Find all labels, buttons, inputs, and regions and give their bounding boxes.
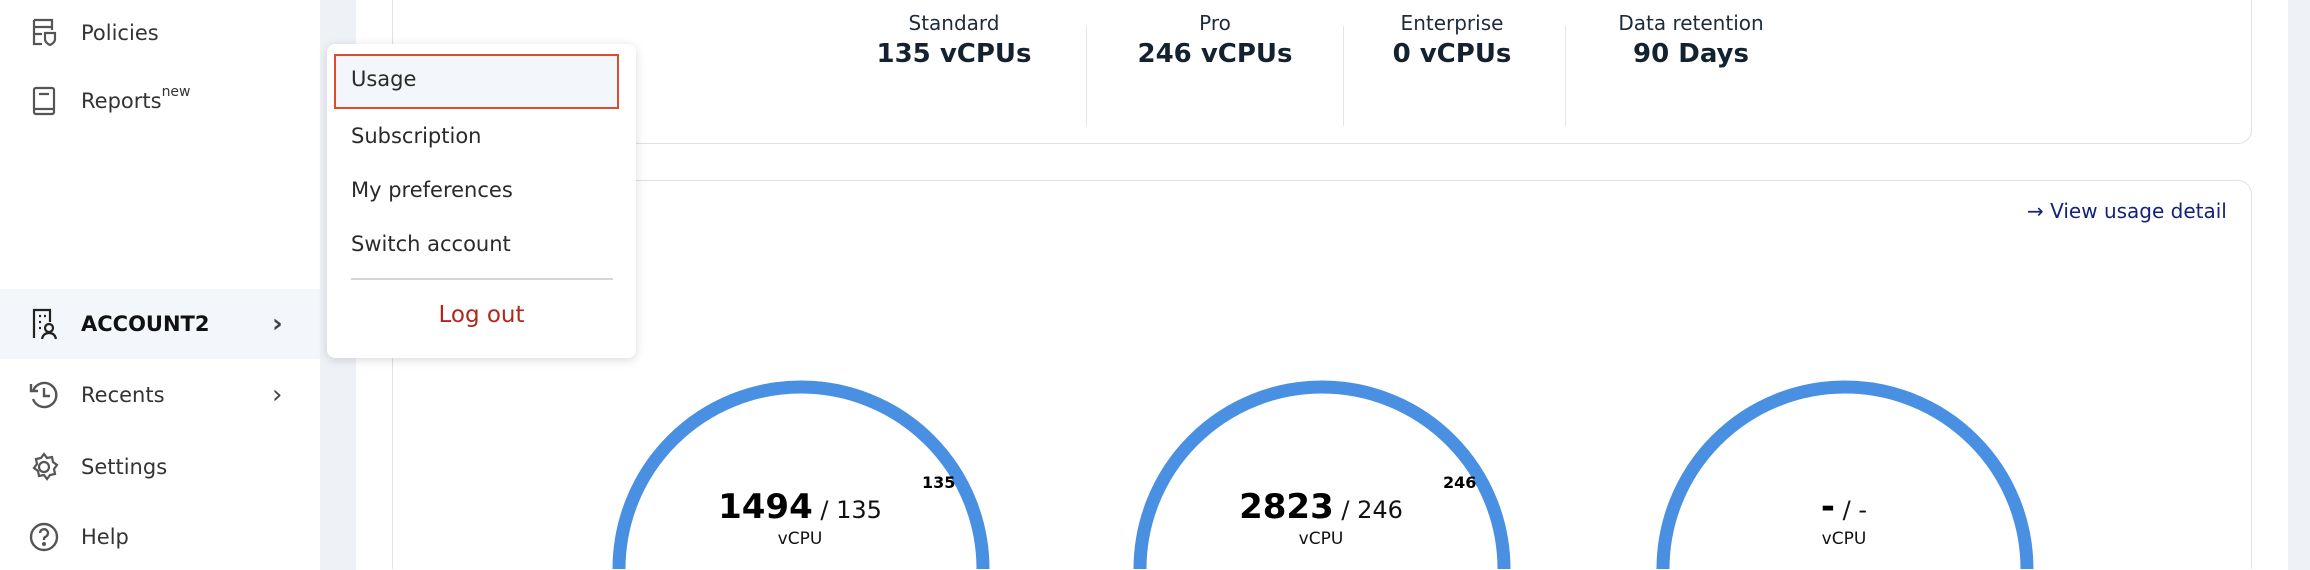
gauge-value: 2823 / 246 vCPU [1239, 487, 1403, 549]
usage-card [392, 180, 2252, 569]
sidebar-item-label: Recents [81, 383, 165, 407]
gauge-limit-value: 135 [836, 496, 882, 524]
plan-summary-card: Standard 135 vCPUs Pro 246 vCPUs Enterpris… [392, 0, 2252, 144]
menu-item-my-preferences[interactable]: My preferences [351, 178, 513, 202]
sidebar: Policies Reportsnew ACCOUNT2 › Recents ›… [0, 0, 320, 570]
gauge-ratio: 2823 / 246 [1239, 487, 1403, 527]
account-menu: Usage Subscription My preferences Switch… [327, 44, 636, 358]
divider [1086, 26, 1087, 126]
gauge-used: - [1820, 487, 1836, 527]
policy-shield-icon [28, 17, 60, 49]
sidebar-item-account[interactable]: ACCOUNT2 › [0, 289, 320, 359]
plan-label: Data retention [1618, 11, 1764, 35]
gauge-ratio: - / - [1821, 487, 1867, 527]
book-icon [28, 85, 60, 117]
gauge-limit-value: 246 [1357, 496, 1403, 524]
gauge-ring [1133, 380, 1511, 569]
sidebar-item-label: Reports [81, 89, 162, 113]
gauge-ratio: 1494 / 135 [718, 487, 882, 527]
divider [1343, 26, 1344, 126]
plan-data-retention: Data retention 90 Days [1618, 11, 1763, 69]
menu-divider [351, 278, 613, 280]
usage-gauges [612, 380, 2034, 569]
plan-label: Standard [908, 11, 1000, 35]
right-gutter [2288, 0, 2310, 570]
menu-item-switch-account[interactable]: Switch account [351, 232, 511, 256]
gauge-limit: / - [1835, 496, 1868, 524]
gauge-ring [1656, 380, 2034, 569]
gauge-used: 2823 [1239, 487, 1334, 527]
history-icon [28, 379, 60, 411]
sidebar-item-label: Policies [81, 21, 159, 45]
sidebar-item-label: Settings [81, 455, 168, 479]
gauge-unit: vCPU [777, 529, 823, 549]
view-usage-detail-link[interactable]: → View usage detail [2027, 199, 2227, 225]
gauge-limit-value: - [1858, 496, 1868, 524]
divider [1565, 26, 1566, 126]
plan-value: 0 vCPUs [1392, 39, 1512, 69]
gauge-value: 1494 / 135 vCPU [718, 487, 882, 549]
account-building-icon [28, 308, 60, 340]
plan-label: Pro [1199, 11, 1231, 35]
plan-standard: Standard 135 vCPUs [877, 11, 1032, 69]
logout-button[interactable]: Log out [438, 302, 525, 328]
plan-value: 246 vCPUs [1137, 39, 1293, 69]
sidebar-item-reports[interactable]: Reportsnew [0, 68, 320, 134]
gauge-limit: / 135 [812, 496, 882, 524]
gauge-ring [612, 380, 990, 569]
link-label: View usage detail [2050, 199, 2227, 223]
gauge-unit: vCPU [1298, 529, 1344, 549]
gauge-unit: vCPU [1821, 529, 1867, 549]
sidebar-item-recents[interactable]: Recents › [0, 362, 320, 428]
gauge-cap-label: 246 [1443, 473, 1477, 492]
plan-label: Enterprise [1400, 11, 1504, 35]
sidebar-item-help[interactable]: Help [0, 504, 320, 570]
gauge-value: - / - vCPU [1821, 487, 1867, 549]
gauge-cap-label: 135 [922, 473, 956, 492]
new-badge: new [161, 84, 191, 100]
chevron-right-icon: › [272, 380, 283, 410]
sidebar-item-settings[interactable]: Settings [0, 434, 320, 500]
menu-item-usage[interactable]: Usage [351, 67, 417, 91]
sidebar-item-policies[interactable]: Policies [0, 0, 320, 66]
gear-icon [28, 451, 60, 483]
usage-highlight [334, 54, 619, 109]
sidebar-item-label: ACCOUNT2 [81, 312, 210, 336]
plan-pro: Pro 246 vCPUs [1138, 11, 1293, 69]
plan-value: 135 vCPUs [876, 39, 1032, 69]
arrow-right-icon: → [2027, 199, 2044, 223]
sidebar-item-label: Help [81, 525, 129, 549]
help-circle-icon [28, 521, 60, 553]
chevron-right-icon: › [272, 309, 283, 339]
gauge-used: 1494 [718, 487, 813, 527]
gauge-limit: / 246 [1333, 496, 1403, 524]
plan-value: 90 Days [1633, 39, 1749, 69]
menu-item-subscription[interactable]: Subscription [351, 124, 482, 148]
plan-enterprise: Enterprise 0 vCPUs [1393, 11, 1512, 69]
